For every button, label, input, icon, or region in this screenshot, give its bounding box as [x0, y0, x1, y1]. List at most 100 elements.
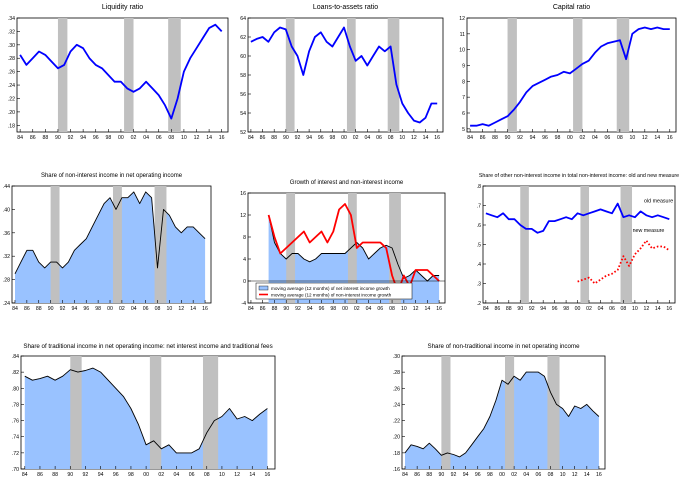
chart-2: Loans-to-assets ratio 52 54 56 58 60 62 64 84 86 8… [240, 4, 444, 141]
recession-band [50, 186, 60, 303]
x-tick-label: 10 [399, 135, 405, 141]
x-tick-label: 16 [666, 306, 672, 312]
y-tick-label: -4 [241, 301, 246, 307]
y-tick-label: .6 [477, 223, 481, 229]
x-tick-label: 08 [168, 135, 174, 141]
x-tick-label: 94 [71, 306, 77, 312]
x-tick-label: 92 [60, 306, 66, 312]
series-line-1 [268, 214, 440, 282]
plot-frame [247, 17, 444, 133]
x-tick-label: 90 [283, 135, 289, 141]
y-tick-label: 9 [462, 64, 465, 70]
x-tick-label: 90 [67, 472, 73, 478]
x-tick-label: 14 [206, 135, 212, 141]
x-tick-label: 92 [68, 135, 74, 141]
x-tick-label: 06 [604, 135, 610, 141]
plot-frame [466, 17, 677, 133]
y-tick-label: 64 [240, 16, 246, 22]
x-tick-label: 06 [143, 306, 149, 312]
x-tick-label: 14 [424, 306, 430, 312]
annotation-label: old measure [644, 199, 673, 205]
y-tick-label: .20 [393, 435, 400, 441]
x-tick-label: 00 [342, 306, 348, 312]
y-tick-label: .2 [477, 301, 481, 307]
recession-band [580, 186, 590, 303]
legend-box [255, 282, 413, 300]
recession-band [547, 356, 560, 469]
y-tick-label: .28 [393, 370, 400, 376]
x-tick-label: 94 [540, 306, 546, 312]
recession-band [507, 18, 517, 132]
recession-band [168, 18, 181, 132]
x-tick-label: 04 [592, 135, 598, 141]
x-tick-label: 92 [529, 306, 535, 312]
x-tick-label: 04 [143, 135, 149, 141]
y-tick-label: .4 [477, 262, 481, 268]
plot-frame [482, 185, 676, 304]
x-tick-label: 08 [388, 135, 394, 141]
series-line-1 [250, 26, 438, 124]
x-tick-label: 96 [319, 306, 325, 312]
y-tick-label: 60 [240, 54, 246, 60]
x-tick-label: 96 [542, 135, 548, 141]
x-tick-label: 08 [389, 306, 395, 312]
y-tick-label: .26 [8, 70, 15, 76]
chart-7: Share of traditional income in net opera… [12, 343, 276, 478]
y-tick-label: 5 [462, 127, 465, 133]
x-tick-label: 96 [552, 306, 558, 312]
recession-band [505, 356, 515, 469]
x-tick-label: 00 [143, 472, 149, 478]
x-tick-label: 86 [37, 472, 43, 478]
x-tick-label: 08 [548, 472, 554, 478]
y-tick-label: 0 [243, 279, 246, 285]
y-tick-label: .7 [477, 204, 481, 210]
x-tick-label: 88 [271, 135, 277, 141]
y-tick-label: .32 [8, 29, 15, 35]
x-tick-label: 02 [353, 135, 359, 141]
x-tick-label: 14 [249, 472, 255, 478]
x-tick-label: 88 [42, 135, 48, 141]
x-tick-label: 94 [463, 472, 469, 478]
x-tick-label: 06 [609, 306, 615, 312]
x-tick-label: 84 [402, 472, 408, 478]
chart-4: Share of non-interest income in net oper… [3, 173, 212, 312]
x-tick-label: 10 [167, 306, 173, 312]
chart-title: Share of other non-interest income in to… [479, 173, 679, 179]
x-tick-label: 04 [131, 306, 137, 312]
x-tick-label: 04 [598, 306, 604, 312]
x-tick-label: 06 [535, 472, 541, 478]
chart-1: Liquidity ratio .18 .20 .22 .24 .26 .28 .30 .32.… [8, 4, 229, 141]
chart-title: Liquidity ratio [102, 4, 143, 11]
y-tick-label: .24 [393, 402, 400, 408]
x-tick-label: 90 [55, 135, 61, 141]
x-tick-label: 08 [617, 135, 623, 141]
y-tick-label: .30 [393, 354, 400, 360]
x-tick-label: 96 [475, 472, 481, 478]
x-tick-label: 88 [492, 135, 498, 141]
y-tick-label: .78 [12, 402, 19, 408]
y-tick-label: .5 [477, 243, 481, 249]
x-tick-label: 00 [575, 306, 581, 312]
x-tick-label: 98 [563, 306, 569, 312]
y-tick-label: .28 [3, 278, 10, 284]
legend: moving average (12 months) of net intere… [255, 282, 413, 300]
y-tick-label: .18 [393, 451, 400, 457]
recession-band [573, 18, 583, 132]
recession-band [387, 18, 400, 132]
x-tick-label: 02 [158, 472, 164, 478]
x-tick-label: 88 [426, 472, 432, 478]
x-tick-label: 08 [621, 306, 627, 312]
x-tick-label: 12 [234, 472, 240, 478]
x-tick-label: 10 [401, 306, 407, 312]
x-tick-label: 02 [354, 306, 360, 312]
y-tick-label: 58 [240, 73, 246, 79]
y-tick-label: .8 [477, 184, 481, 190]
x-tick-label: 06 [376, 135, 382, 141]
x-tick-label: 06 [156, 135, 162, 141]
recession-band [149, 356, 162, 469]
y-tick-label: .36 [3, 231, 10, 237]
x-tick-label: 98 [128, 472, 134, 478]
x-tick-label: 98 [95, 306, 101, 312]
x-tick-label: 94 [80, 135, 86, 141]
